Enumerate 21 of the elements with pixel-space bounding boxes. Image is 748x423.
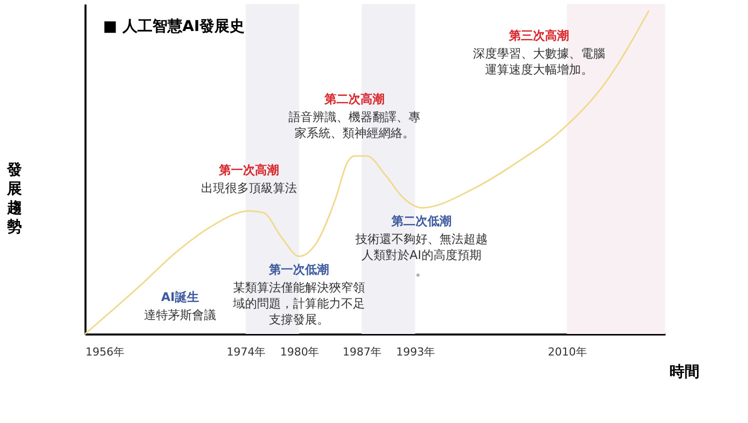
- annotation: 第一次高潮: [218, 163, 280, 178]
- x-tick-label: 1993年: [396, 346, 436, 358]
- annotation: 深度學習、大數據、電腦運算速度大幅增加。: [472, 46, 605, 76]
- annotation: 達特茅斯會議: [144, 308, 216, 322]
- annotation: 第一次低潮: [268, 262, 330, 276]
- x-axis-title: 時間: [670, 362, 700, 380]
- x-tick-label: 2010年: [548, 346, 587, 358]
- annotation: 技術還不夠好、無法超越人類對於AI的高度預期。: [354, 232, 488, 278]
- annotation: 某類算法僅能解決狹窄領域的問題，計算能力不足支撐發展。: [232, 280, 366, 326]
- annotation: 第二次高潮: [323, 92, 384, 106]
- x-tick-label: 1974年: [226, 346, 266, 358]
- annotation: 第二次低潮: [390, 214, 452, 228]
- annotation: AI誕生: [161, 290, 199, 304]
- annotation: 第三次高潮: [508, 28, 569, 42]
- x-tick-label: 1980年: [280, 346, 320, 358]
- annotation: 出現很多頂級算法: [201, 181, 298, 196]
- x-tick-label: 1956年: [86, 346, 124, 358]
- x-tick-label: 1987年: [342, 346, 382, 358]
- y-axis-title: 發展趨勢: [6, 160, 22, 236]
- annotation: 語音辨識、機器翻譯、專家系統、類神經網絡。: [288, 110, 420, 140]
- text: ■ 人工智慧AI發展史: [103, 17, 245, 35]
